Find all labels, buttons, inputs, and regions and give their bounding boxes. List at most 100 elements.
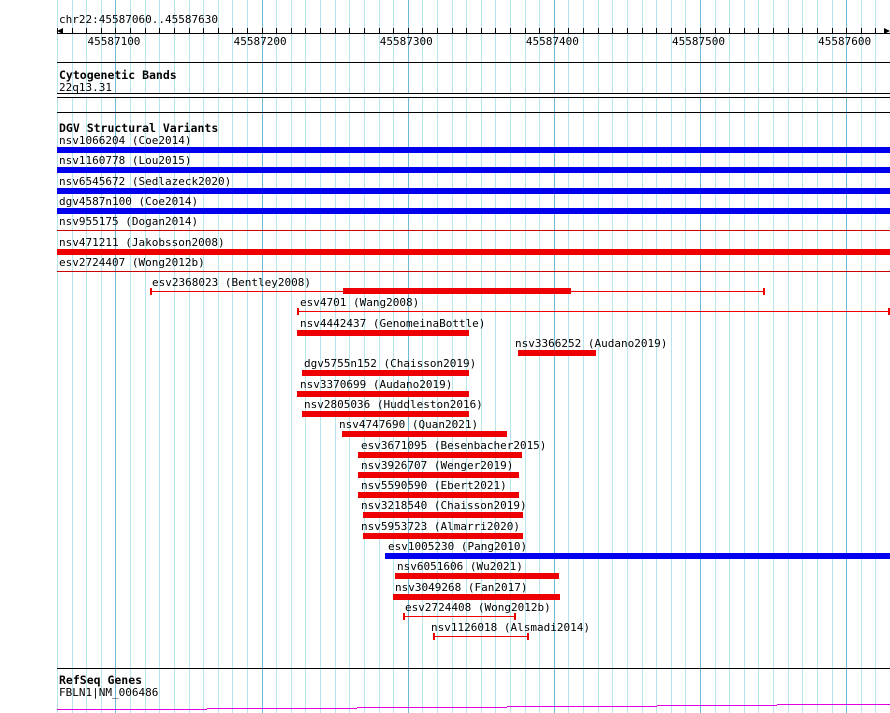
grid-line [159,0,161,713]
variant-cap-left [433,633,435,641]
variant-bar[interactable] [358,492,519,499]
variant-thin-line[interactable] [57,270,890,272]
ruler-tick [583,28,585,34]
gene-segment[interactable] [57,709,207,710]
gene-segment[interactable] [657,705,777,706]
variant-label[interactable]: nsv2805036 (Huddleston2016) [304,397,483,411]
ruler-tick [758,28,760,34]
cytoband-bar[interactable] [57,93,890,98]
grid-line [612,0,614,713]
ruler-arrow-right-icon [884,28,890,34]
variant-label[interactable]: esv2724407 (Wong2012b) [59,255,205,269]
variant-bar[interactable] [395,573,559,580]
variant-bar[interactable] [342,431,507,438]
ruler-tick [334,28,336,34]
variant-label[interactable]: nsv5590590 (Ebert2021) [361,479,507,493]
variant-bar[interactable] [297,329,469,336]
divider-cyto-bottom [57,112,890,113]
ruler-tick [378,28,380,34]
gene-segment[interactable] [207,708,357,709]
variant-label[interactable]: dgv4587n100 (Coe2014) [59,194,199,208]
variant-bar[interactable] [57,207,890,214]
variant-bar[interactable] [57,167,890,174]
ruler-tick [729,28,731,34]
ruler-tick [144,28,146,34]
refseq-gene-label[interactable]: FBLN1|NM_006486 [59,686,159,699]
cytoband-label[interactable]: 22q13.31 [59,81,112,94]
variant-label[interactable]: nsv4442437 (GenomeinaBottle) [300,316,486,330]
variant-label[interactable]: nsv3049268 (Fan2017) [395,580,528,594]
variant-label[interactable]: nsv1160778 (Lou2015) [59,154,192,168]
variant-label[interactable]: esv4701 (Wang2008) [300,296,420,310]
variant-bar[interactable] [358,451,522,458]
variant-span-line [297,311,890,313]
ruler-tick [743,28,745,34]
variant-label[interactable]: esv3671095 (Besenbacher2015) [361,438,547,452]
ruler-tick [539,28,541,34]
variant-label[interactable]: nsv1066204 (Coe2014) [59,134,192,147]
variant-capped-feature[interactable] [433,633,529,641]
ruler-tick [57,28,58,34]
gene-segment[interactable] [777,704,890,705]
variant-label[interactable]: esv2368023 (Bentley2008) [152,276,311,290]
variant-capped-feature[interactable] [297,308,890,316]
variant-bar[interactable] [363,532,523,539]
variant-label[interactable]: nsv955175 (Dogan2014) [59,215,199,229]
variant-label[interactable]: nsv3366252 (Audano2019) [515,337,668,350]
gene-segment[interactable] [507,706,657,707]
variant-label[interactable]: esv1005230 (Pang2010) [388,540,528,553]
ruler-tick-label: 45587500 [672,35,725,48]
ruler-tick [261,28,263,34]
variant-bar[interactable] [363,512,523,519]
ruler-tick [173,28,175,34]
variant-label[interactable]: nsv4747690 (Quan2021) [339,418,479,432]
variant-label[interactable]: nsv6051606 (Wu2021) [397,560,523,574]
variant-bar[interactable] [57,248,890,255]
coordinate-label: chr22:45587060..45587630 [59,13,218,26]
variant-label[interactable]: nsv5953723 (Almarri2020) [361,519,520,533]
grid-line [144,0,146,713]
gene-segment[interactable] [357,707,507,708]
variant-cap-right [888,308,890,316]
variant-bar[interactable] [302,410,469,417]
grid-line [700,0,702,713]
grid-line [86,0,88,713]
variant-bar[interactable] [518,350,596,356]
variant-label[interactable]: dgv5755n152 (Chaisson2019) [304,357,477,371]
cytogenetic-track-title: Cytogenetic Bands [59,68,177,82]
dgv-track-title: DGV Structural Variants [59,121,219,135]
ruler-tick [875,28,877,34]
variant-bar[interactable] [57,147,890,153]
variant-cap-right [763,288,765,296]
variant-bar[interactable] [302,370,469,377]
variant-bar[interactable] [358,471,519,478]
grid-line [846,0,848,713]
variant-capped-feature[interactable] [150,288,765,296]
refseq-gene-track[interactable] [57,698,890,712]
variant-label[interactable]: nsv3218540 (Chaisson2019) [361,499,527,513]
variant-label[interactable]: nsv6545672 (Sedlazeck2020) [59,174,232,188]
grid-line [714,0,716,713]
variant-bar[interactable] [385,553,890,559]
variant-bar[interactable] [297,390,469,397]
variant-capped-feature[interactable] [403,612,516,620]
variant-label[interactable]: nsv3926707 (Wenger2019) [361,458,514,472]
grid-line [188,0,190,713]
grid-line [729,0,731,713]
ruler-tick [787,28,789,34]
ruler-tick [597,28,599,34]
variant-bar[interactable] [57,187,890,194]
variant-block [343,288,571,295]
ruler-tick-label: 45587400 [525,35,579,48]
variant-thin-line[interactable] [57,230,890,232]
grid-line [115,0,117,713]
variant-label[interactable]: nsv1126018 (Alsmadi2014) [431,621,590,635]
grid-line [641,0,643,713]
variant-label[interactable]: nsv471211 (Jakobsson2008) [59,235,225,249]
ruler-tick [568,28,570,34]
variant-bar[interactable] [393,593,560,600]
variant-label[interactable]: nsv3370699 (Audano2019) [300,377,453,391]
variant-label[interactable]: esv2724408 (Wong2012b) [405,600,551,614]
variant-cap-right [514,612,516,620]
